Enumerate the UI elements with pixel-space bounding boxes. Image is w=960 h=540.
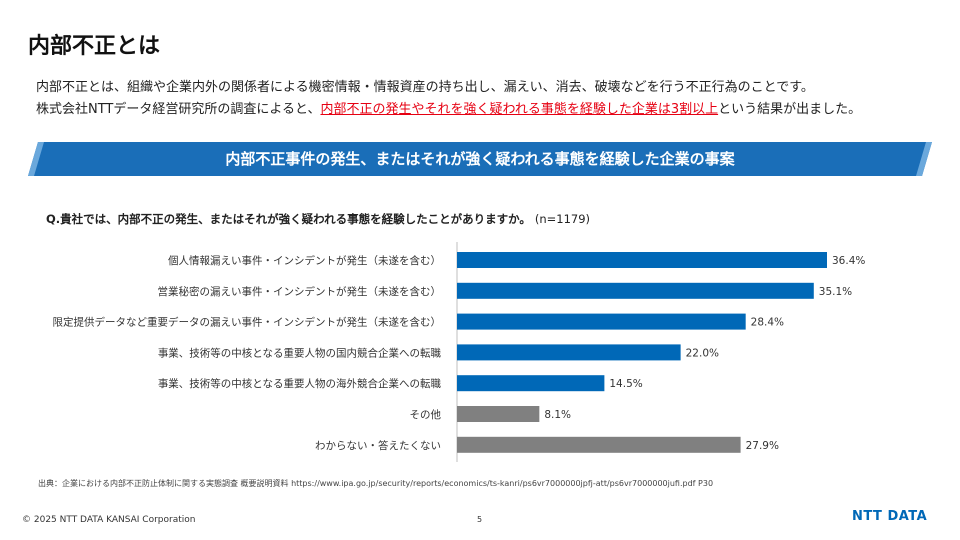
copyright: © 2025 NTT DATA KANSAI Corporation [22, 515, 196, 525]
page-number: 5 [477, 515, 483, 524]
value-label: 36.4% [832, 255, 865, 267]
value-label: 28.4% [751, 317, 784, 329]
intro-highlight: 内部不正の発生やそれを強く疑われる事態を経験した企業は3割以上 [320, 102, 719, 117]
category-label: その他 [410, 408, 442, 421]
intro-line-2: 株式会社NTTデータ経営研究所の調査によると、内部不正の発生やそれを強く疑われる… [36, 99, 861, 121]
category-label: 個人情報漏えい事件・インシデントが発生（未遂を含む） [168, 254, 441, 267]
intro-text: 内部不正とは、組織や企業内外の関係者による機密情報・情報資産の持ち出し、漏えい、… [36, 77, 861, 121]
bar [457, 375, 605, 392]
category-label: 事業、技術等の中核となる重要人物の海外競合企業への転職 [158, 377, 442, 390]
value-label: 27.9% [746, 440, 779, 452]
banner-shape [28, 142, 932, 176]
ntt-data-logo: NTT DATA [852, 509, 928, 524]
survey-question: Q.貴社では、内部不正の発生、またはそれが強く疑われる事態を経験したことがありま… [46, 211, 590, 227]
section-banner: 内部不正事件の発生、またはそれが強く疑われる事態を経験した企業の事案 [28, 142, 932, 176]
intro-line-1: 内部不正とは、組織や企業内外の関係者による機密情報・情報資産の持ち出し、漏えい、… [36, 80, 814, 95]
category-label: 営業秘密の漏えい事件・インシデントが発生（未遂を含む） [158, 285, 442, 298]
bar [457, 406, 540, 422]
bar [457, 313, 746, 330]
intro-line-2-pre: 株式会社NTTデータ経営研究所の調査によると、 [36, 102, 321, 117]
banner-title: 内部不正事件の発生、またはそれが強く疑われる事態を経験した企業の事案 [225, 150, 735, 168]
category-label: 事業、技術等の中核となる重要人物の国内競合企業への転職 [158, 346, 442, 359]
category-label: 限定提供データなど重要データの漏えい事件・インシデントが発生（未遂を含む） [53, 316, 442, 329]
question-text: Q.貴社では、内部不正の発生、またはそれが強く疑われる事態を経験したことがありま… [46, 212, 531, 226]
value-label: 22.0% [686, 347, 719, 359]
value-label: 35.1% [819, 286, 852, 298]
intro-line-2-post: という結果が出ました。 [718, 102, 862, 117]
page-title: 内部不正とは [28, 34, 161, 59]
bar [457, 252, 827, 268]
source-citation: 出典：企業における内部不正防止体制に関する実態調査 概要説明資料 https:/… [38, 479, 714, 488]
category-label: わからない・答えたくない [315, 439, 441, 452]
sample-size: (n=1179) [534, 212, 591, 226]
value-label: 8.1% [544, 409, 571, 421]
bar-chart: 個人情報漏えい事件・インシデントが発生（未遂を含む） 36.4% 営業秘密の漏えい事… [53, 242, 865, 462]
bar [457, 344, 681, 361]
bar [457, 436, 741, 453]
bar [457, 282, 814, 299]
value-label: 14.5% [609, 378, 642, 390]
